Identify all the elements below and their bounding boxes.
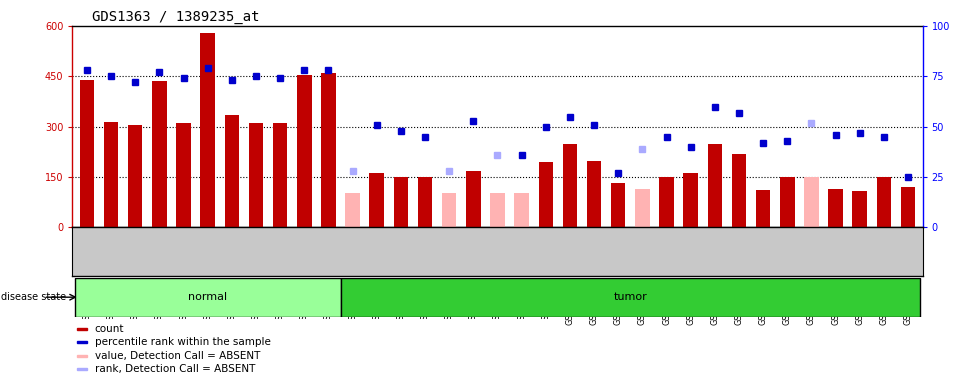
Bar [805, 177, 819, 227]
Bar [346, 194, 360, 227]
Bar [829, 189, 843, 227]
Bar [225, 115, 240, 227]
Bar [611, 183, 626, 227]
Bar [104, 122, 119, 227]
Text: tumor: tumor [613, 292, 647, 302]
Bar [177, 123, 191, 227]
Bar [491, 194, 505, 227]
Bar [128, 125, 143, 227]
Bar [877, 177, 892, 227]
Bar [201, 33, 215, 227]
Bar [781, 177, 795, 227]
Bar [369, 173, 384, 227]
Bar [515, 194, 529, 227]
Bar [298, 75, 312, 227]
Bar [394, 177, 409, 227]
Text: normal: normal [188, 292, 227, 302]
Bar [77, 328, 88, 330]
Bar [587, 160, 601, 227]
Bar [636, 189, 650, 227]
Bar [341, 278, 920, 317]
Bar [77, 355, 88, 357]
Bar [708, 144, 723, 227]
Bar [77, 341, 88, 344]
Bar [539, 162, 554, 227]
Bar [249, 123, 263, 227]
Bar [467, 171, 481, 227]
Bar [901, 188, 916, 227]
Bar [153, 81, 167, 227]
Bar [418, 177, 433, 227]
Text: count: count [95, 324, 125, 334]
Bar [442, 194, 457, 227]
Text: GDS1363 / 1389235_at: GDS1363 / 1389235_at [92, 10, 259, 24]
Bar [756, 190, 771, 227]
Bar [80, 80, 95, 227]
Bar [660, 177, 674, 227]
Bar [273, 123, 288, 227]
Text: rank, Detection Call = ABSENT: rank, Detection Call = ABSENT [95, 364, 255, 374]
Text: percentile rank within the sample: percentile rank within the sample [95, 338, 270, 347]
Bar [853, 191, 867, 227]
Bar [732, 154, 747, 227]
Text: value, Detection Call = ABSENT: value, Detection Call = ABSENT [95, 351, 260, 361]
Bar [75, 278, 341, 317]
Text: disease state: disease state [1, 292, 66, 302]
Bar [77, 368, 88, 370]
Bar [563, 144, 578, 227]
Bar [321, 73, 336, 227]
Bar [684, 173, 698, 227]
